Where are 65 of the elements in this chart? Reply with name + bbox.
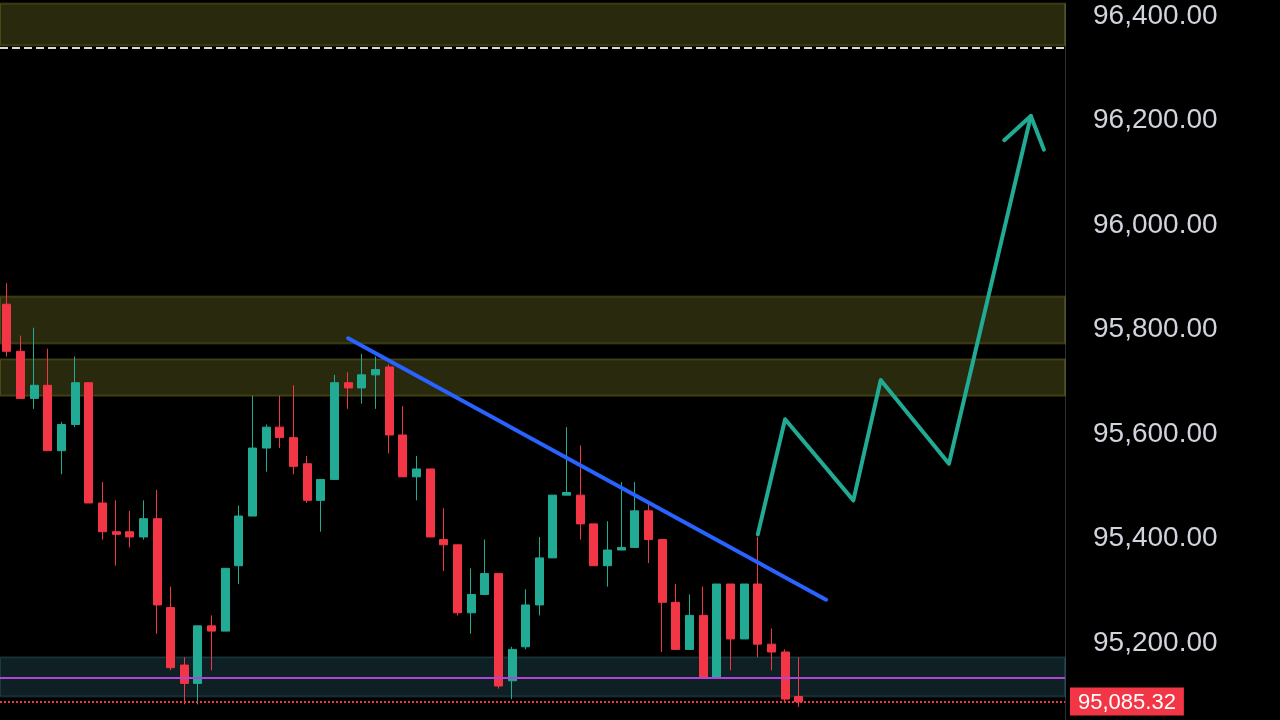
candlestick <box>275 395 284 449</box>
candlestick <box>303 455 312 504</box>
candlestick <box>480 539 489 595</box>
candlestick <box>617 481 626 551</box>
candlestick <box>98 481 107 541</box>
candlestick <box>603 520 612 588</box>
y-tick-label: 96,400.00 <box>1093 0 1218 30</box>
candlestick <box>644 502 653 564</box>
candlestick <box>412 455 421 501</box>
y-tick-label: 95,200.00 <box>1093 626 1218 658</box>
candlestick <box>166 586 175 671</box>
y-tick-label: 96,000.00 <box>1093 207 1218 239</box>
candlestick <box>740 583 749 640</box>
line-series <box>755 113 1033 537</box>
candlestick <box>753 536 762 658</box>
candlestick <box>30 327 39 410</box>
candlestick <box>685 593 694 650</box>
candlestick <box>71 356 80 428</box>
candlestick <box>43 348 52 452</box>
candlestick <box>576 444 585 541</box>
candlestick <box>125 510 134 548</box>
candlestick <box>57 421 66 475</box>
candlestick <box>385 363 394 454</box>
candlestick <box>193 625 202 705</box>
candlestick <box>535 536 544 616</box>
candlestick <box>426 468 435 538</box>
candlestick <box>262 424 271 473</box>
candlestick <box>2 282 11 358</box>
candlestick <box>16 335 25 399</box>
candlestick <box>453 544 462 616</box>
candlestick <box>508 646 517 700</box>
candlestick <box>699 586 708 679</box>
candlestick <box>316 478 325 533</box>
candlestick <box>221 567 230 632</box>
candlestick <box>330 374 339 480</box>
candlestick <box>712 583 721 679</box>
y-tick-label: 95,600.00 <box>1093 416 1218 448</box>
candlestick <box>371 356 380 410</box>
candlestick <box>398 405 407 478</box>
candlestick <box>139 499 148 541</box>
candlestick <box>521 588 530 650</box>
ref-line-label: 95,085.32 <box>1078 689 1176 715</box>
candlestick <box>671 583 680 650</box>
y-tick-label: 95,400.00 <box>1093 521 1218 553</box>
candlestick <box>658 539 667 653</box>
candlestick <box>84 382 93 504</box>
candlestick <box>726 583 735 671</box>
y-tick-label: 96,200.00 <box>1093 103 1218 135</box>
candlestick <box>630 481 639 548</box>
candlestick <box>494 573 503 690</box>
candlestick <box>153 489 162 635</box>
candlestick <box>562 426 571 496</box>
candlestick <box>344 371 353 410</box>
candlestick <box>248 395 257 517</box>
candlestick <box>767 627 776 671</box>
candlestick <box>439 507 448 572</box>
y-tick-label: 95,800.00 <box>1093 312 1218 344</box>
candlestick <box>548 494 557 559</box>
candlestick <box>357 353 366 405</box>
candlestick <box>234 505 243 585</box>
candlestick <box>289 384 298 475</box>
candlestick <box>112 499 121 567</box>
candlestick <box>589 523 598 567</box>
candlestick <box>467 567 476 635</box>
candlestick <box>207 614 216 671</box>
